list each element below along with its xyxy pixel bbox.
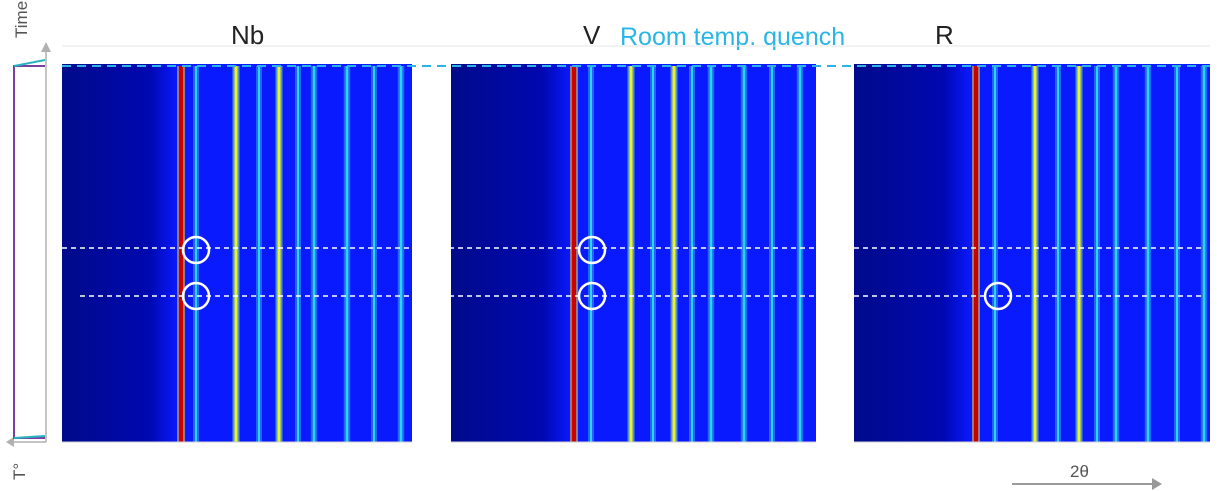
highlight-circle	[577, 235, 607, 265]
highlight-circle	[181, 281, 211, 311]
two-theta-axis-label: 2θ	[1070, 462, 1089, 481]
panel-nb	[62, 64, 412, 442]
two-theta-arrow	[1012, 478, 1162, 490]
profile-line	[13, 65, 45, 439]
time-axis-arrowhead	[41, 42, 51, 52]
panel-title-r: R	[935, 20, 954, 50]
two-theta-arrow-head	[1152, 478, 1162, 490]
highlight-circle	[577, 281, 607, 311]
panel-r	[854, 64, 1210, 442]
panel-title-nb: Nb	[231, 20, 265, 50]
profile-accent-top	[13, 59, 46, 67]
temperature-profile	[6, 42, 51, 447]
profile-accent-bottom	[13, 435, 46, 439]
highlight-circle	[181, 235, 211, 265]
panel-v	[451, 64, 816, 442]
highlight-circle	[983, 281, 1013, 311]
temperature-axis-arrowhead	[6, 437, 14, 447]
panel-title-v: V	[583, 20, 601, 50]
